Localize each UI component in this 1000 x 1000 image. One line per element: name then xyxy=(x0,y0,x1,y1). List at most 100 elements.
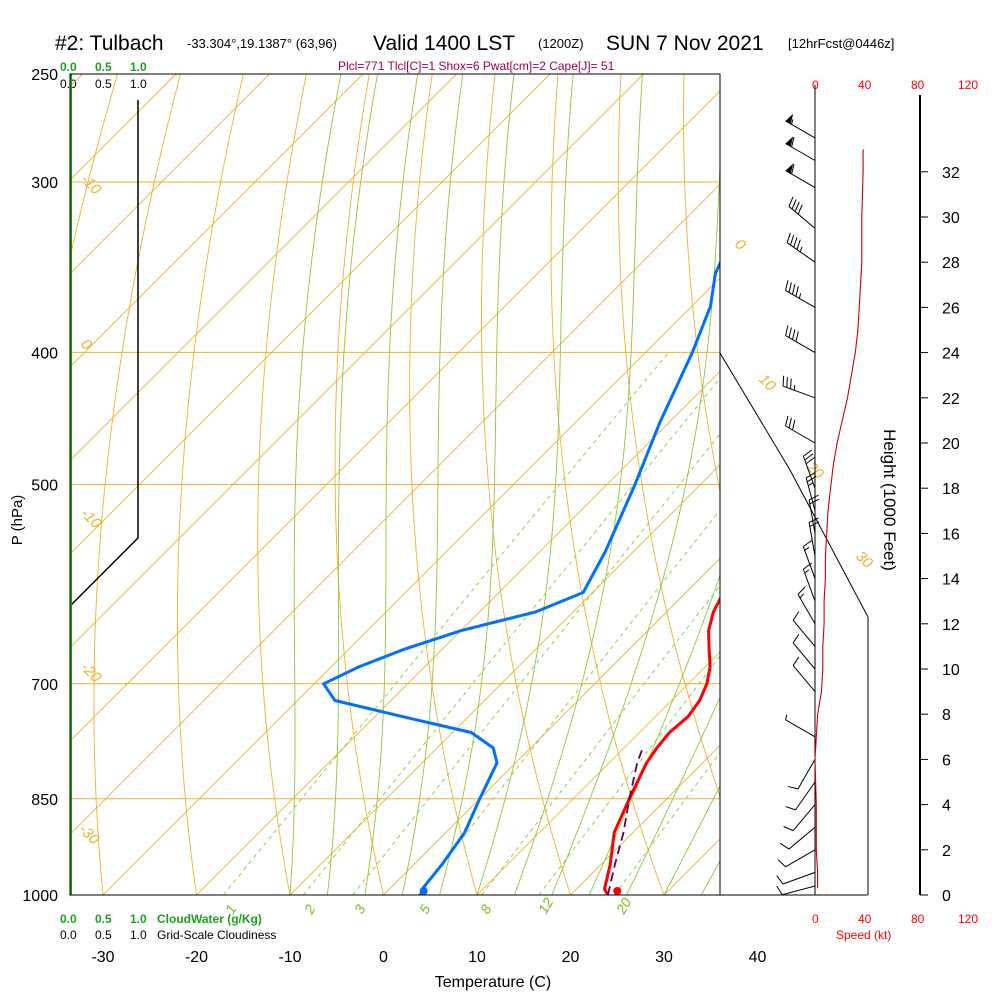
wind-barb-staff xyxy=(797,594,816,625)
dry-adiabat-line xyxy=(334,74,384,895)
wind-barb-flag xyxy=(791,163,795,175)
mixing-ratio-label: 2 xyxy=(300,902,318,918)
cloudiness-tick-top-2: 1.0 xyxy=(130,77,147,91)
dry-adiabat-label: 0 xyxy=(731,236,749,254)
moist-adiabat-line xyxy=(439,74,515,895)
wind-barb-staff xyxy=(785,289,816,308)
plot-frame xyxy=(69,73,721,896)
dry-adiabat-label: -10 xyxy=(77,171,105,199)
wind-barb-staff xyxy=(792,804,816,831)
wind-barb-flag xyxy=(785,415,789,427)
wind-barb-flag xyxy=(789,234,795,246)
dry-adiabat-line xyxy=(747,50,960,924)
wind-barb-staff xyxy=(782,885,816,896)
dry-adiabat-line xyxy=(809,50,1000,924)
speed-profile xyxy=(814,149,864,889)
wind-barb-flag xyxy=(809,521,820,527)
moist-adiabat-line xyxy=(663,785,720,895)
temperature-tick-label: 0 xyxy=(379,949,388,966)
height-axis-title: Height (1000 Feet) xyxy=(880,429,899,571)
wind-barb-staff xyxy=(785,170,816,189)
moist-adiabat-line xyxy=(513,74,643,895)
wind-barb-staff xyxy=(785,143,816,161)
wind-barb-half-flag xyxy=(804,546,810,551)
height-tick-label: 12 xyxy=(942,617,960,634)
wind-barb-flag xyxy=(795,286,799,297)
temperature-tick-label: 40 xyxy=(749,949,767,966)
cloudwater-tick-top-0: 0.0 xyxy=(60,60,77,74)
wind-barb-pennant xyxy=(785,163,794,174)
isotherm-line xyxy=(383,557,720,895)
wind-barb-staff xyxy=(782,385,816,399)
speed-title: Speed (kt) xyxy=(836,928,891,942)
pressure-tick-label: 700 xyxy=(31,677,58,694)
moist-adiabat-line xyxy=(326,74,378,895)
wind-barb-flag xyxy=(791,419,796,431)
wind-barb-staff xyxy=(797,759,816,790)
height-tick-label: 0 xyxy=(942,888,951,905)
isotherm-line xyxy=(476,651,720,895)
profiles xyxy=(70,100,720,895)
wind-barb-flag xyxy=(797,204,803,215)
wind-barb-staff xyxy=(792,665,816,692)
mixing-ratio-label: 5 xyxy=(416,902,434,917)
pressure-tick-label: 400 xyxy=(31,345,58,362)
dry-adiabat-line xyxy=(93,74,181,895)
forecast-date: SUN 7 Nov 2021 xyxy=(606,32,764,55)
wind-barb-staff xyxy=(785,849,816,868)
wind-barb-staff xyxy=(805,477,816,511)
pressure-tick-label: 500 xyxy=(31,478,58,495)
wind-barb-flag xyxy=(790,378,792,389)
wind-barb xyxy=(808,494,820,534)
temperature-tick-label: -10 xyxy=(278,949,301,966)
wind-barb-staff xyxy=(808,522,816,557)
dry-adiabat-label: 10 xyxy=(755,371,779,395)
moist-adiabat-line xyxy=(588,574,720,895)
wind-barb-flag xyxy=(803,562,813,570)
wind-barb-flag xyxy=(787,785,799,790)
cloudiness-title: Grid-Scale Cloudiness xyxy=(157,928,276,942)
mixing-ratio-label: 8 xyxy=(477,902,495,917)
speed-tick-bottom-2: 80 xyxy=(911,912,925,926)
wind-barb-half-flag xyxy=(799,593,804,599)
wind-barb xyxy=(785,325,816,354)
isotherm-line xyxy=(70,74,457,462)
height-tick-label: 10 xyxy=(942,662,960,679)
isotherm-line xyxy=(70,74,270,275)
wind-barb xyxy=(786,232,816,263)
wind-barb-flag xyxy=(792,656,800,666)
dry-adiabat-label: 0 xyxy=(77,336,95,354)
temperature-tick-label: -30 xyxy=(91,949,114,966)
temperature-tick-label: 10 xyxy=(468,949,486,966)
pressure-tick-label: 300 xyxy=(31,175,58,192)
wind-barb xyxy=(787,759,816,790)
height-tick-label: 6 xyxy=(942,752,951,769)
wind-barb xyxy=(776,871,816,885)
speed-tick-bottom-1: 40 xyxy=(858,912,872,926)
wind-barb-flag xyxy=(777,859,786,868)
wind-barb-flag xyxy=(796,239,801,250)
wind-barb xyxy=(776,885,816,896)
wind-barb-pennant xyxy=(785,136,794,147)
dry-adiabat-line xyxy=(176,74,244,895)
wind-barb xyxy=(797,586,816,625)
wind-barb xyxy=(792,633,816,670)
wind-barb-flag xyxy=(776,885,783,896)
wind-barb xyxy=(783,804,816,832)
surface-dewpoint-dot xyxy=(419,887,428,895)
wind-barb-staff xyxy=(785,335,816,354)
wind-barb-flag xyxy=(793,237,798,248)
moist-adiabat-line xyxy=(476,74,574,895)
temperature-tick-label: 20 xyxy=(562,949,580,966)
wind-barb-flag xyxy=(803,449,813,457)
wind-barb-staff xyxy=(792,642,816,670)
wind-barb xyxy=(785,113,816,139)
wind-barb xyxy=(785,163,816,189)
cloudiness-tick-top-1: 0.5 xyxy=(95,77,112,91)
height-tick-label: 22 xyxy=(942,391,960,408)
wind-barb xyxy=(802,540,816,579)
wind-barb-flag xyxy=(791,199,797,210)
wind-barb-half-flag xyxy=(808,482,813,487)
wind-barb xyxy=(777,849,816,868)
